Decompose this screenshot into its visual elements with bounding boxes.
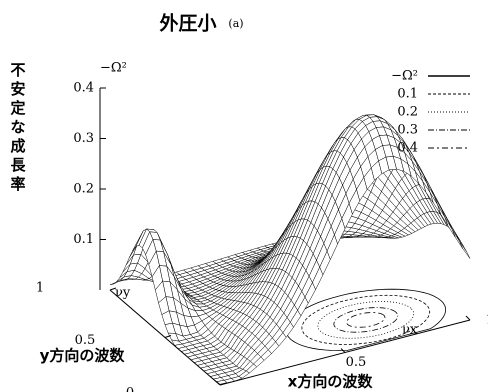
z-axis-label: 不安定な成長率 — [10, 61, 26, 193]
x-axis-label: x方向の波数 — [288, 373, 374, 391]
floor-contour — [301, 294, 431, 345]
legend-label: −Ω² — [391, 69, 418, 84]
y-tick — [164, 335, 172, 338]
legend: −Ω² 0.1 0.2 0.3 0.4 — [391, 69, 470, 156]
chart-subtitle: (a) — [228, 17, 243, 30]
x-tick — [340, 348, 346, 353]
y-tick-label: 1 — [36, 281, 44, 296]
y-tick — [219, 382, 227, 386]
floor-contour — [317, 301, 415, 339]
surface-cell — [451, 229, 463, 249]
y-axis-label: y方向の波数 — [40, 347, 126, 365]
floor-contour — [333, 307, 399, 333]
y-tick-label: 0 — [126, 386, 134, 392]
y-variable: νy — [115, 286, 131, 301]
legend-label: 0.4 — [397, 141, 418, 156]
x-tick — [465, 315, 471, 321]
legend-label: 0.2 — [397, 105, 418, 120]
y-tick — [109, 287, 117, 291]
y-tick-label: 0.5 — [75, 333, 96, 348]
legend-label: 0.3 — [397, 123, 418, 138]
z-variable: −Ω² — [100, 61, 127, 76]
surface — [109, 114, 471, 385]
chart-title: 外圧小 — [159, 12, 216, 35]
z-tick-label: 0.3 — [73, 131, 94, 146]
z-tick-label: 0.2 — [73, 182, 94, 197]
z-tick-label: 0.1 — [73, 232, 94, 247]
x-tick-label: 1 — [486, 313, 488, 328]
legend-label: 0.1 — [397, 87, 418, 102]
surface-cell — [459, 241, 471, 259]
floor-contour — [346, 312, 386, 328]
x-tick-label: 0.5 — [346, 355, 367, 370]
z-axis-label-text: 不安定な成長率 — [10, 61, 26, 193]
z-tick-label: 0.4 — [73, 81, 94, 96]
x-variable: νx — [402, 323, 418, 338]
surface-cell — [444, 216, 456, 238]
